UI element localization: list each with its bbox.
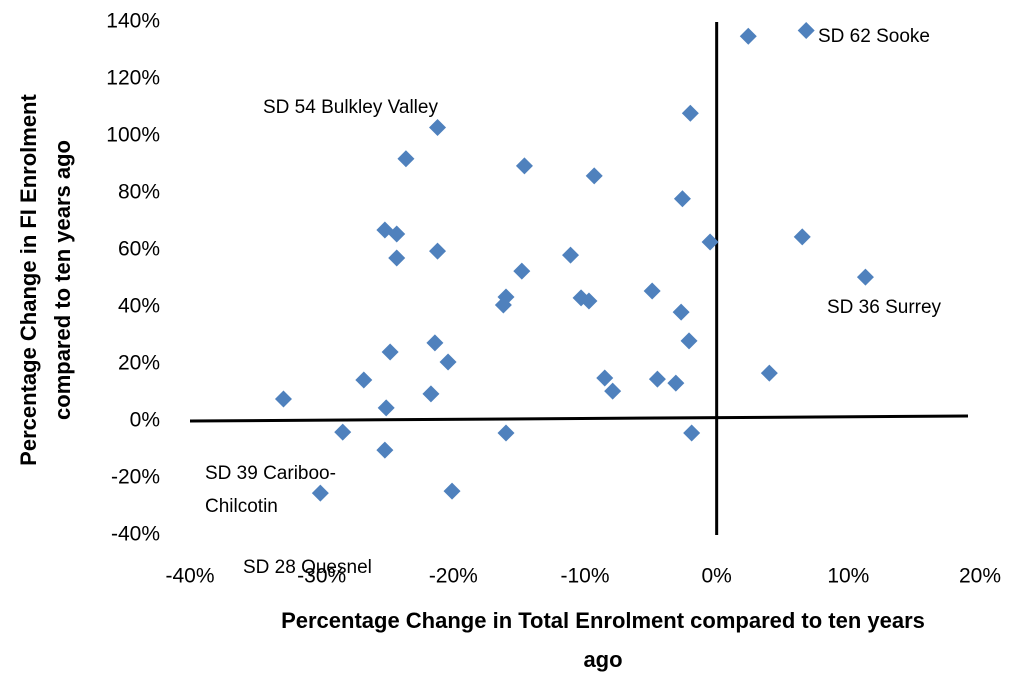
- y-tick-label: 120%: [106, 67, 160, 90]
- point: [604, 382, 622, 400]
- x-tick-label: -20%: [429, 565, 478, 588]
- point: [397, 150, 415, 168]
- y-tick-label: -40%: [111, 523, 160, 546]
- point: [376, 441, 394, 459]
- y-tick-label: 60%: [118, 238, 160, 261]
- x-tick-label: -40%: [165, 565, 214, 588]
- point: [596, 369, 614, 387]
- y-axis-title: compared to ten years ago: [50, 140, 75, 420]
- point: [648, 370, 666, 388]
- point: [701, 233, 719, 251]
- x-tick-label: -30%: [297, 565, 346, 588]
- point: [760, 364, 778, 382]
- y-axis-title: Percentage Change in FI Enrolment: [16, 94, 41, 466]
- point: [856, 268, 874, 286]
- point: [562, 246, 580, 264]
- point: [673, 190, 691, 208]
- point: [513, 262, 531, 280]
- annotation: Chilcotin: [205, 496, 278, 517]
- x-axis-title: ago: [583, 647, 622, 672]
- y-tick-label: -20%: [111, 466, 160, 489]
- point: [426, 334, 444, 352]
- point: [793, 228, 811, 246]
- annotation: SD 54 Bulkley Valley: [263, 97, 438, 118]
- annotation: SD 36 Surrey: [827, 297, 942, 318]
- point: [334, 423, 352, 441]
- point: [422, 385, 440, 403]
- point: [643, 282, 661, 300]
- x-axis-title: Percentage Change in Total Enrolment com…: [281, 608, 925, 633]
- point: [580, 292, 598, 310]
- annotation: SD 39 Cariboo-: [205, 463, 336, 484]
- point: [429, 242, 447, 260]
- x-tick-label: -10%: [560, 565, 609, 588]
- annotation: SD 28 Quesnel: [243, 557, 372, 578]
- y-tick-label: 100%: [106, 124, 160, 147]
- x-tick-label: 0%: [701, 565, 731, 588]
- point: [672, 303, 690, 321]
- x-tick-label: 10%: [827, 565, 869, 588]
- point: [497, 424, 515, 442]
- point: [585, 167, 603, 185]
- point: [377, 399, 395, 417]
- y-tick-label: 80%: [118, 181, 160, 204]
- point: [515, 157, 533, 175]
- point: [683, 424, 701, 442]
- x-axis-line: [189, 414, 969, 423]
- y-tick-label: 20%: [118, 352, 160, 375]
- point: [797, 22, 815, 40]
- point: [388, 249, 406, 267]
- point: [494, 296, 512, 314]
- y-tick-label: 140%: [106, 10, 160, 33]
- point: [680, 332, 698, 350]
- point: [311, 484, 329, 502]
- point: [388, 225, 406, 243]
- point: [381, 343, 399, 361]
- annotation: SD 62 Sooke: [818, 26, 930, 47]
- point: [274, 390, 292, 408]
- x-tick-label: 20%: [959, 565, 1001, 588]
- y-tick-label: 0%: [130, 409, 160, 432]
- y-tick-label: 40%: [118, 295, 160, 318]
- point: [739, 27, 757, 45]
- point: [443, 482, 461, 500]
- point: [355, 371, 373, 389]
- point: [667, 374, 685, 392]
- point: [681, 104, 699, 122]
- point: [429, 118, 447, 136]
- point: [439, 353, 457, 371]
